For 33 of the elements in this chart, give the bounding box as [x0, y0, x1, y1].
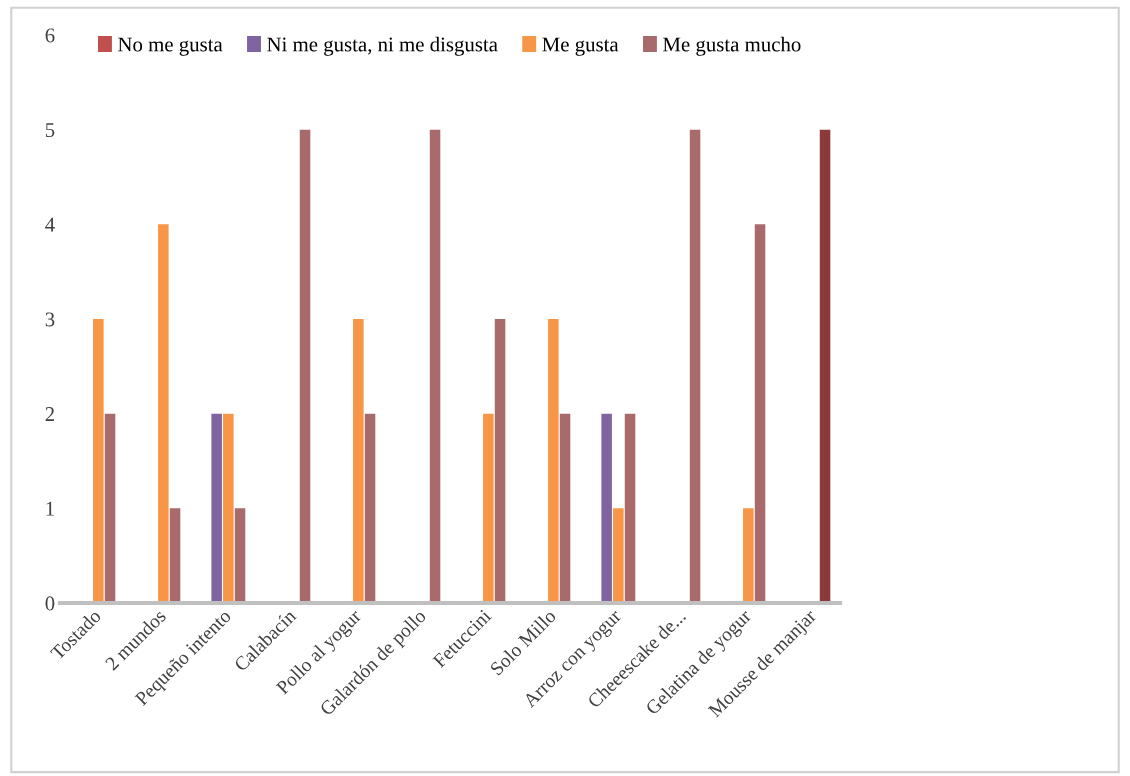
bar — [559, 413, 571, 603]
bar — [93, 319, 104, 603]
bar — [819, 129, 831, 603]
bar — [211, 413, 222, 603]
bar — [743, 508, 754, 603]
y-tick-label: 6 — [45, 28, 55, 43]
bar — [364, 413, 376, 603]
bar — [754, 224, 766, 603]
bar — [494, 319, 506, 603]
bar — [234, 508, 246, 603]
bar — [429, 129, 441, 603]
y-tick-label: 2 — [45, 407, 54, 421]
bar — [104, 413, 116, 603]
y-tick-label: 1 — [46, 501, 54, 516]
bar — [689, 129, 701, 603]
bar — [601, 413, 612, 603]
y-tick-label: 3 — [45, 312, 55, 327]
y-tick-label: 5 — [45, 123, 55, 138]
bar — [483, 413, 494, 603]
bar — [169, 508, 181, 603]
bar — [624, 413, 636, 603]
legend-label: Ni me gusta, ni me disgusta — [267, 36, 498, 56]
y-tick-label: 0 — [45, 596, 55, 611]
legend-label: No me gusta — [118, 37, 223, 56]
bar — [548, 319, 559, 603]
legend-label: Me gusta mucho — [663, 36, 801, 56]
bar — [353, 319, 364, 603]
bar — [613, 508, 624, 603]
bar — [299, 129, 311, 603]
legend-label: Me gusta — [542, 37, 619, 56]
y-tick-label: 4 — [45, 217, 55, 232]
bar — [223, 413, 234, 603]
bar — [158, 224, 169, 603]
